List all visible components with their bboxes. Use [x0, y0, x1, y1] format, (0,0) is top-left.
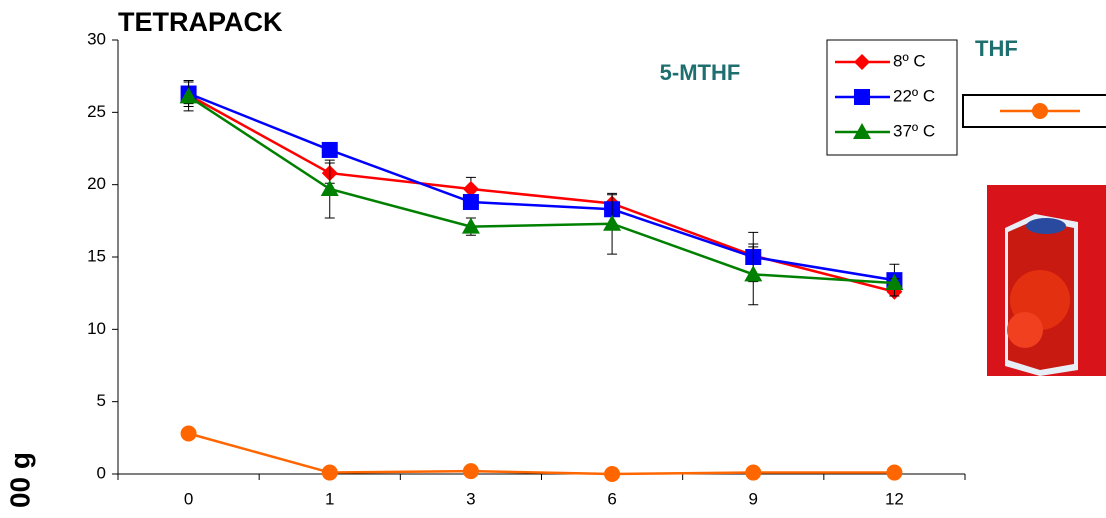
x-tick-label: 12	[885, 489, 904, 508]
y-tick-label: 15	[87, 246, 106, 265]
marker	[853, 123, 871, 139]
annotation: 5-MTHF	[660, 60, 741, 85]
marker	[886, 464, 903, 481]
series-line	[187, 95, 895, 285]
y-axis-label: 00 g	[4, 452, 35, 508]
marker	[854, 54, 870, 70]
marker	[744, 265, 763, 282]
marker	[745, 464, 762, 481]
marker	[180, 425, 197, 442]
x-tick-label: 1	[325, 489, 334, 508]
legend-label: 22º C	[893, 86, 935, 105]
y-tick-label: 5	[97, 391, 106, 410]
marker	[179, 87, 198, 104]
x-tick-label: 0	[184, 489, 193, 508]
series-line	[188, 92, 895, 282]
x-tick-label: 3	[466, 489, 475, 508]
marker	[854, 89, 870, 105]
marker	[462, 181, 479, 198]
legend-label: 8º C	[893, 51, 926, 70]
legend-label: 37º C	[893, 121, 935, 140]
marker	[321, 141, 338, 158]
marker	[885, 274, 904, 291]
y-tick-label: 25	[87, 102, 106, 121]
y-tick-label: 0	[97, 463, 106, 482]
marker	[462, 194, 479, 211]
legend-label: THF	[975, 36, 1018, 61]
marker	[1032, 103, 1048, 119]
marker	[320, 180, 339, 197]
marker	[462, 463, 479, 480]
y-tick-label: 20	[87, 174, 106, 193]
y-tick-label: 30	[87, 29, 106, 48]
marker	[461, 217, 480, 234]
marker	[603, 214, 622, 231]
x-tick-label: 6	[607, 489, 616, 508]
chart-title: TETRAPACK	[118, 7, 283, 37]
marker	[604, 466, 621, 482]
marker	[321, 464, 338, 481]
x-tick-label: 9	[749, 489, 758, 508]
y-tick-label: 10	[87, 319, 106, 338]
product-image	[987, 185, 1106, 376]
series-line	[188, 432, 895, 476]
